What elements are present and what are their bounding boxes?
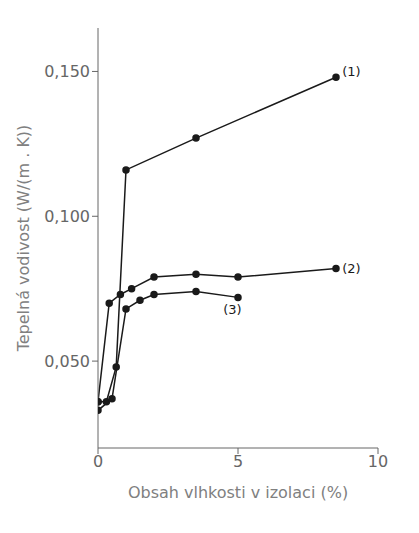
svg-text:0: 0 [93,452,103,471]
svg-text:0,050: 0,050 [44,352,90,371]
svg-text:(3): (3) [223,302,241,317]
svg-text:Tepelná vodivost (W/(m . K)): Tepelná vodivost (W/(m . K)) [14,125,33,353]
svg-text:(1): (1) [342,64,360,79]
svg-text:0,100: 0,100 [44,207,90,226]
svg-text:Obsah vlhkosti v izolaci (%): Obsah vlhkosti v izolaci (%) [128,483,348,502]
svg-text:(2): (2) [342,261,360,276]
svg-text:5: 5 [233,452,243,471]
svg-text:0,150: 0,150 [44,62,90,81]
svg-text:10: 10 [368,452,388,471]
